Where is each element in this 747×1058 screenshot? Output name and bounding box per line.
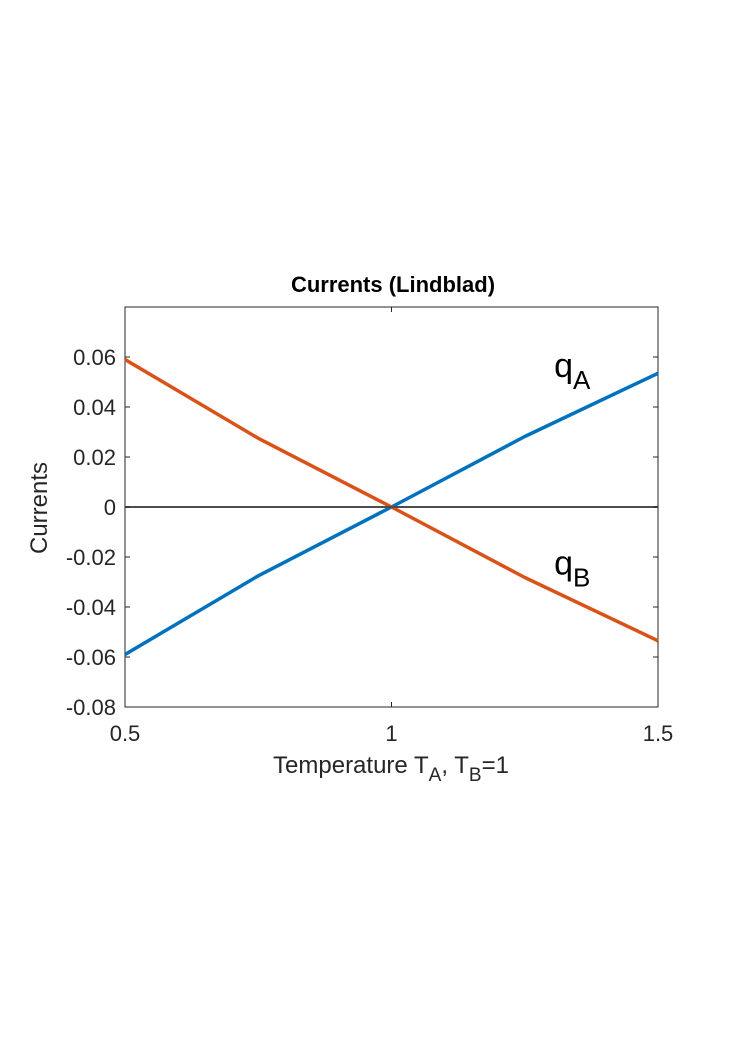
series-annotation-q-a: qA <box>554 347 591 395</box>
y-tick-label: -0.02 <box>66 545 116 570</box>
x-axis: 0.5 1 1.5 <box>110 307 674 746</box>
y-tick-label: 0 <box>104 495 116 520</box>
y-axis: -0.08 -0.06 -0.04 -0.02 0 0.02 0.04 0.06 <box>66 345 658 720</box>
x-tick-label: 1 <box>385 721 397 746</box>
chart-title: Currents (Lindblad) <box>291 272 495 297</box>
y-tick-label: 0.04 <box>73 395 116 420</box>
y-tick-label: -0.08 <box>66 695 116 720</box>
series-annotation-q-b: qB <box>554 545 590 593</box>
y-tick-label: -0.04 <box>66 595 116 620</box>
y-tick-label: -0.06 <box>66 645 116 670</box>
series-layer <box>124 357 659 657</box>
x-axis-label: Temperature TA, TB=1 <box>273 752 509 786</box>
x-tick-label: 1.5 <box>643 721 674 746</box>
y-axis-label: Currents <box>26 462 53 554</box>
x-tick-label: 0.5 <box>110 721 141 746</box>
y-tick-label: 0.02 <box>73 445 116 470</box>
series-annotations: qA qB <box>554 347 591 593</box>
y-tick-label: 0.06 <box>73 345 116 370</box>
